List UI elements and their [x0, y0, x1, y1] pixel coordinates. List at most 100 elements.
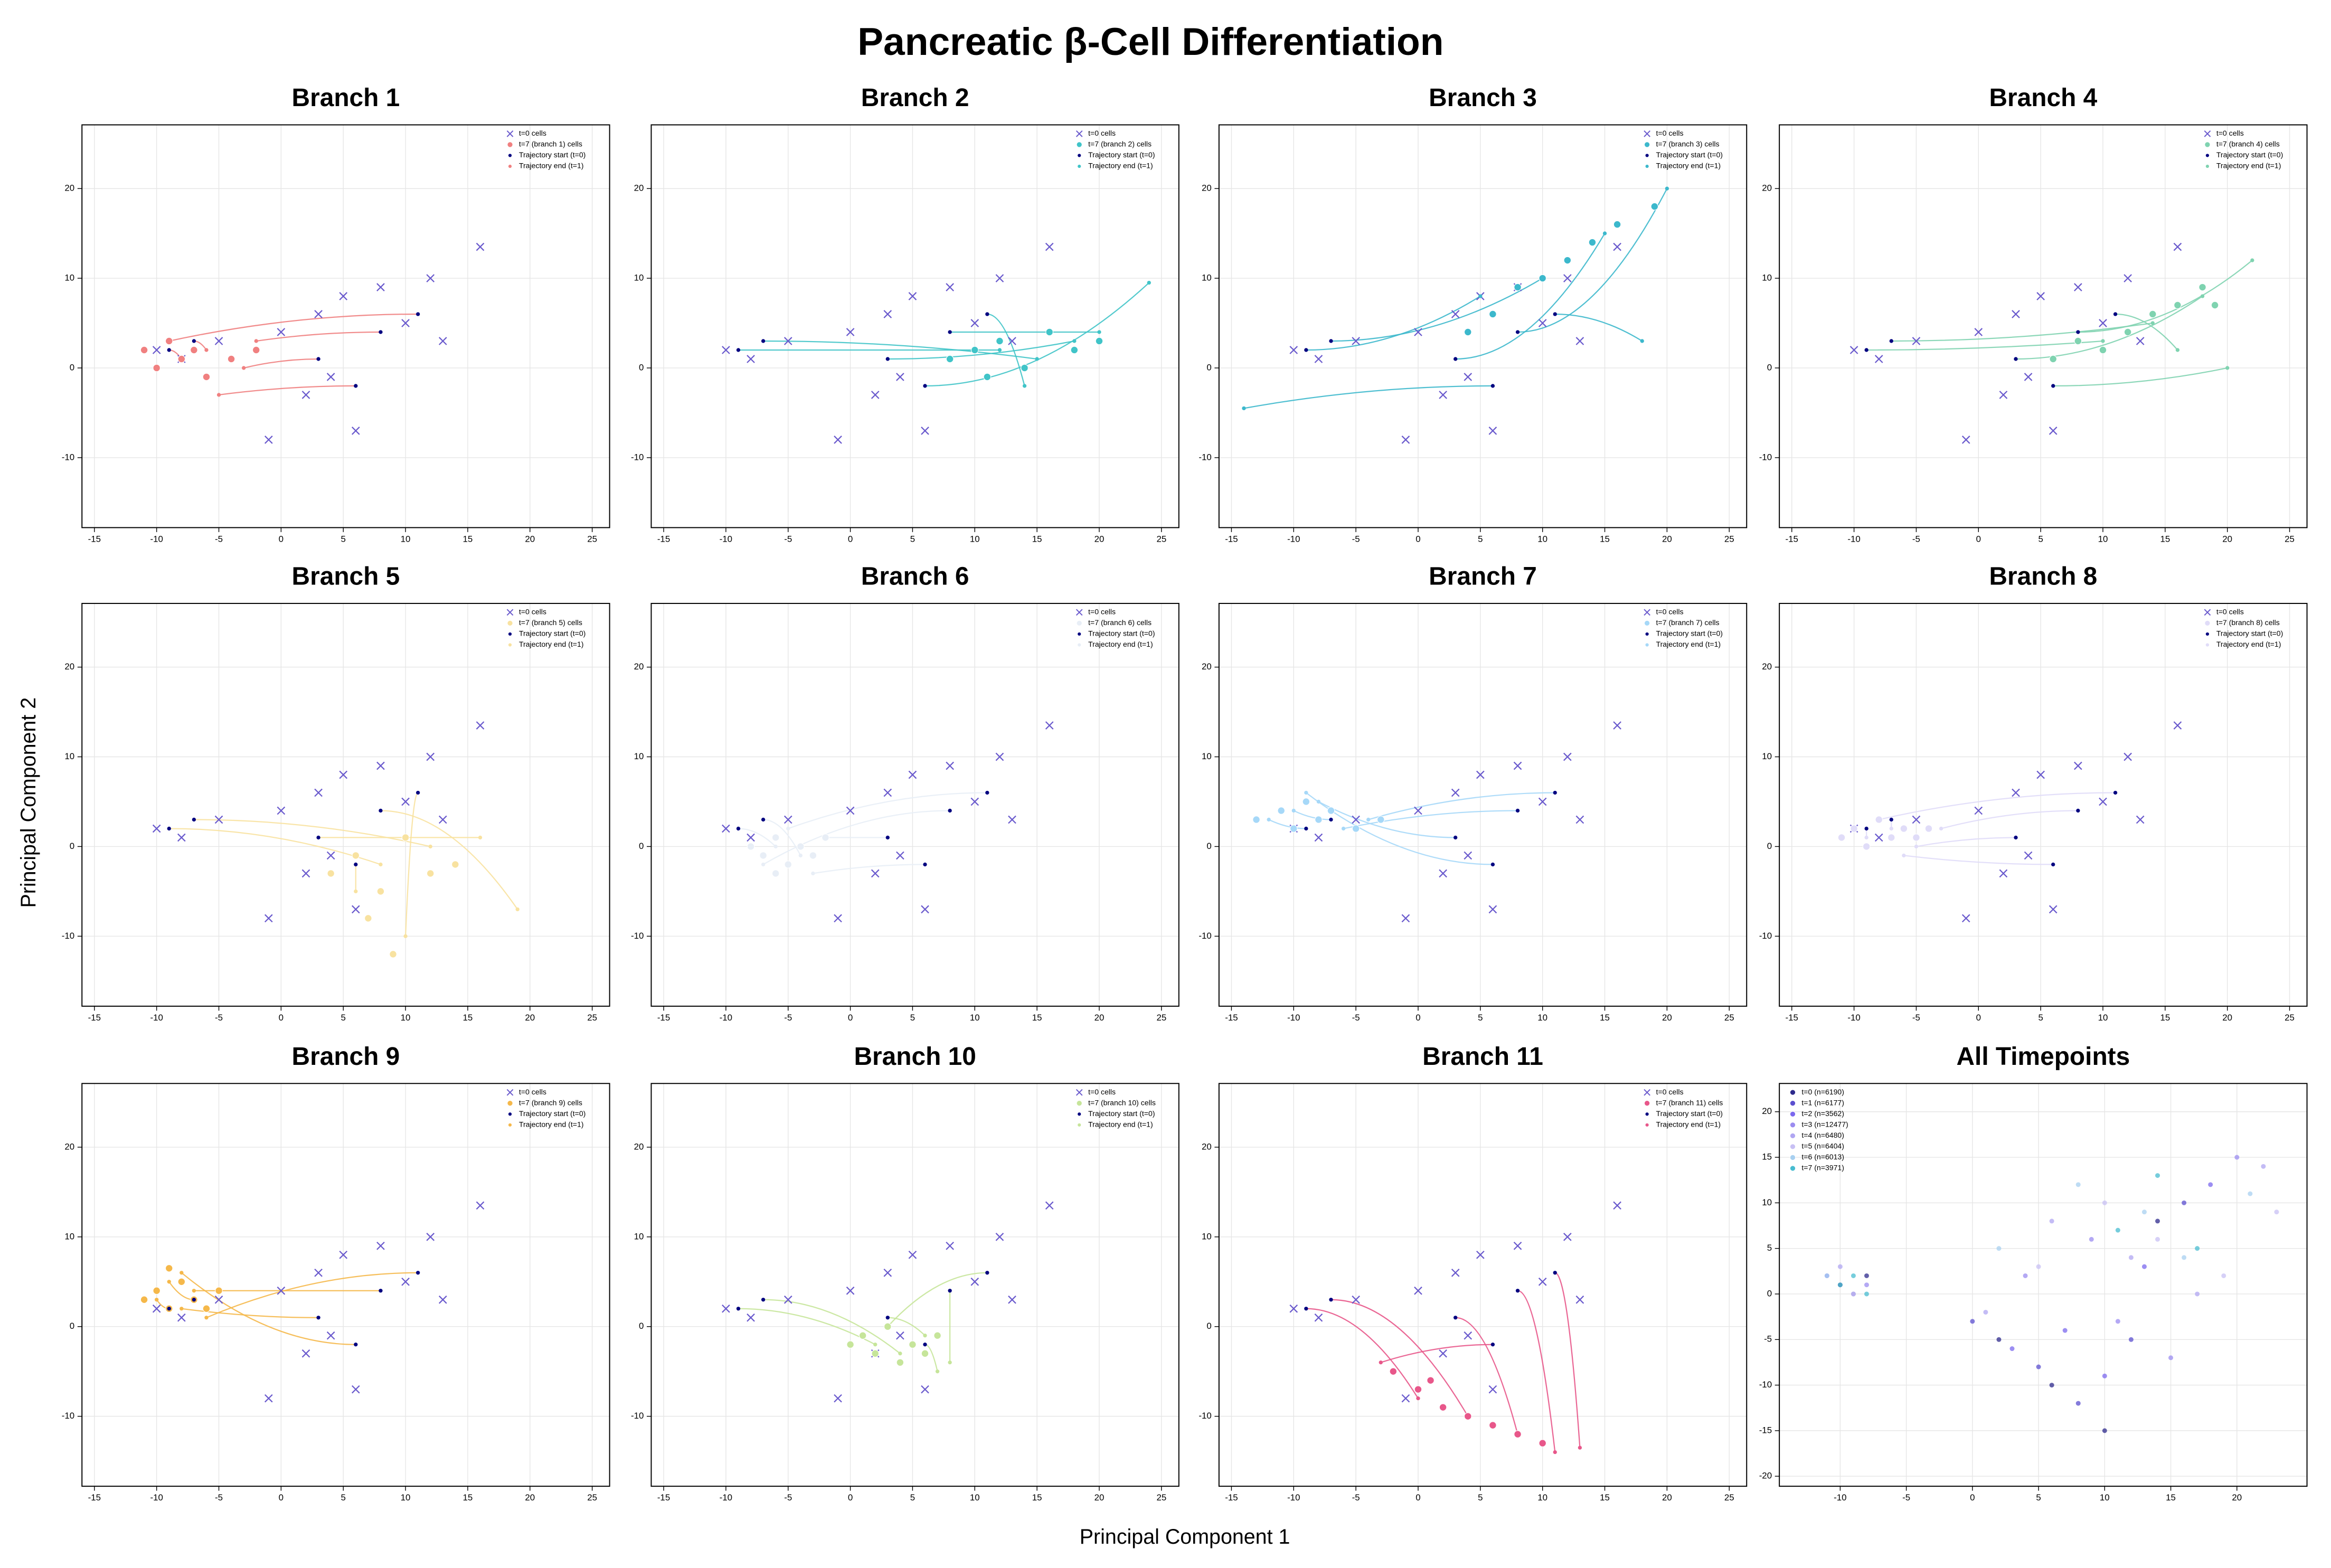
plot-frame	[1218, 124, 1748, 528]
point	[736, 1307, 741, 1311]
point	[301, 1349, 310, 1358]
point	[2102, 1428, 2107, 1433]
legend-label: Trajectory start (t=0)	[1088, 150, 1155, 159]
point	[2049, 427, 2058, 435]
legend-label: t=7 (branch 11) cells	[1656, 1098, 1723, 1107]
point	[354, 1343, 358, 1347]
x-tick-label: -10	[150, 1493, 163, 1503]
point	[2099, 346, 2107, 354]
point	[2012, 310, 2020, 318]
point	[1329, 817, 1333, 822]
point	[1488, 905, 1497, 914]
x-tick-label: 5	[2036, 1493, 2041, 1503]
y-tick-label: 0	[1206, 841, 1211, 851]
x-tick-label: 10	[2100, 1493, 2110, 1503]
plot-area	[1779, 125, 2307, 528]
point	[747, 1313, 755, 1322]
point	[155, 1298, 159, 1302]
point	[1022, 384, 1027, 388]
point	[1983, 1309, 1988, 1315]
point	[798, 853, 803, 858]
point	[403, 934, 408, 938]
x-tick-label: 10	[970, 1493, 980, 1503]
point	[1912, 815, 1921, 824]
point	[885, 357, 890, 361]
point	[2261, 1164, 2266, 1169]
trajectory	[1517, 1290, 1556, 1452]
point	[1851, 1273, 1856, 1278]
subplot: Branch 8 -15 -10 -5 0 5 10 15 20 25 -10 0 10 20 t=0 ce…	[1759, 563, 2308, 1023]
legend-marker	[1078, 643, 1081, 647]
point	[995, 752, 1004, 761]
y-tick-label: -10	[1198, 931, 1211, 941]
point	[2049, 1383, 2054, 1388]
point	[1289, 825, 1298, 833]
point	[2221, 1273, 2226, 1278]
legend-marker	[508, 632, 512, 636]
subplot-title: Branch 1	[292, 84, 400, 112]
point	[2173, 721, 2182, 730]
point	[1008, 815, 1016, 824]
x-tick-label: -15	[1225, 1493, 1238, 1503]
point	[759, 852, 767, 859]
point	[946, 283, 954, 291]
subplot: Branch 10 -15 -10 -5 0 5 10 15 20 25 -10 0 10 20 t=0 c…	[631, 1043, 1179, 1503]
legend-marker	[1076, 141, 1082, 148]
legend-marker	[1078, 164, 1081, 168]
point	[1613, 721, 1621, 730]
point	[1289, 346, 1298, 354]
trajectory	[1306, 1308, 1419, 1399]
legend-label: Trajectory end (t=1)	[519, 1120, 584, 1129]
plot-frame	[650, 1083, 1179, 1487]
point	[1513, 1241, 1522, 1250]
point	[401, 834, 410, 842]
point	[1035, 357, 1039, 361]
point	[180, 1271, 184, 1275]
plot-area	[82, 125, 610, 528]
x-tick-label: 20	[525, 1013, 535, 1023]
plot-frame	[81, 1083, 610, 1487]
legend-label: Trajectory end (t=1)	[519, 162, 584, 170]
legend-label: t=0 cells	[519, 608, 546, 616]
point	[1304, 1307, 1308, 1311]
point	[1602, 231, 1607, 235]
x-tick-label: 25	[1724, 1013, 1734, 1023]
trajectory	[2015, 296, 2203, 360]
x-tick-label: 0	[279, 1493, 284, 1503]
y-tick-label: 0	[1767, 841, 1772, 851]
plot-area	[651, 1083, 1179, 1487]
legend-label: t=0 cells	[519, 1088, 546, 1096]
figure-title: Pancreatic β-Cell Differentiation	[857, 20, 1443, 63]
point	[401, 319, 410, 327]
trajectory	[1268, 819, 1306, 829]
point	[1613, 242, 1621, 251]
point	[416, 312, 420, 316]
point	[1837, 1282, 1843, 1288]
point	[301, 869, 310, 878]
point	[177, 1313, 186, 1322]
point	[2076, 808, 2080, 813]
point	[1464, 328, 1472, 336]
legend-marker	[1790, 1132, 1796, 1139]
y-tick-label: 20	[64, 1141, 74, 1151]
y-tick-label: 10	[634, 272, 644, 282]
x-tick-label: 20	[1662, 534, 1672, 544]
point	[1242, 406, 1246, 411]
point	[1851, 1291, 1856, 1297]
y-tick-label: -10	[1759, 452, 1772, 462]
point	[140, 1296, 148, 1304]
trajectory	[763, 810, 950, 865]
point	[985, 1271, 989, 1275]
point	[1289, 1304, 1298, 1313]
x-tick-label: -5	[1352, 1013, 1360, 1023]
legend-marker	[1644, 1100, 1650, 1107]
point	[1314, 833, 1323, 842]
point	[1451, 310, 1460, 318]
point	[1095, 337, 1103, 345]
x-tick-label: -10	[1287, 1493, 1300, 1503]
point	[379, 330, 383, 334]
point	[180, 1307, 184, 1311]
subplot: All Timepoints -10 -5 0 5 10 15 20 -20 -15 -10 -5 0 5…	[1759, 1043, 2308, 1503]
legend-marker	[1645, 164, 1649, 168]
x-tick-label: 25	[2285, 1013, 2295, 1023]
